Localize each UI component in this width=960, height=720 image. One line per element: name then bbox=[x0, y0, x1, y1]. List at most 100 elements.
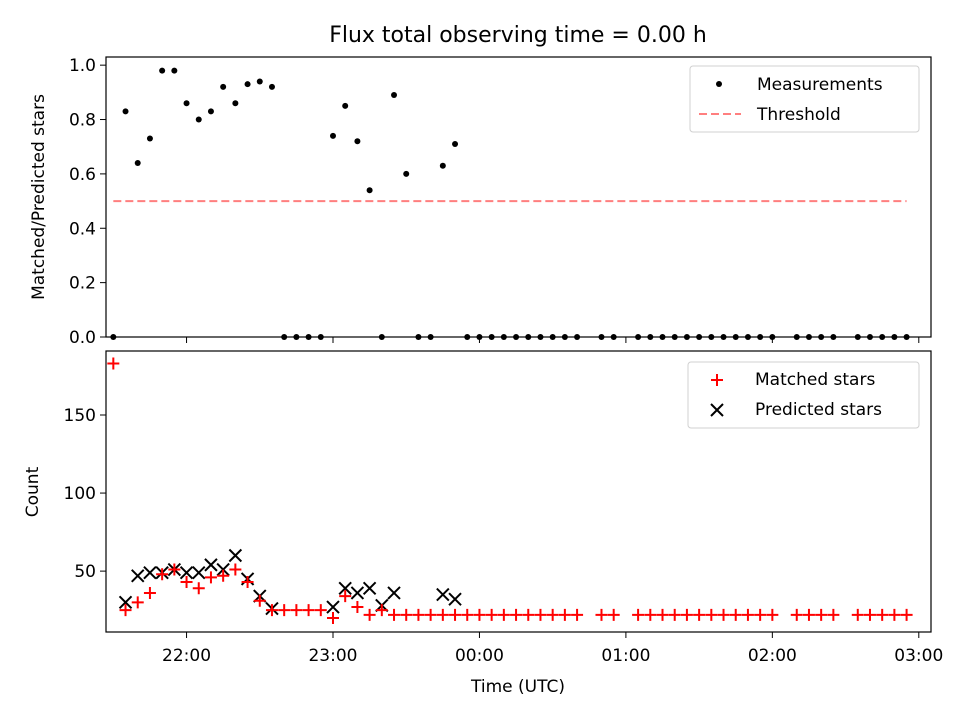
ratio-legend: Measurements Threshold bbox=[689, 65, 920, 133]
matched-star-point bbox=[851, 608, 864, 621]
legend-threshold-label: Threshold bbox=[756, 105, 841, 125]
matched-star-point bbox=[558, 608, 571, 621]
matched-star-point bbox=[449, 608, 462, 621]
predicted-star-point bbox=[118, 595, 133, 610]
counts-legend-box bbox=[687, 361, 920, 429]
matched-star-point bbox=[180, 576, 193, 589]
matched-star-point bbox=[802, 608, 815, 621]
matched-star-point bbox=[278, 604, 291, 617]
measurement-point bbox=[220, 83, 227, 90]
measurement-point bbox=[439, 162, 446, 169]
measurement-point bbox=[268, 83, 275, 90]
counts-y-tick-label: 50 bbox=[74, 562, 96, 582]
measurement-point bbox=[342, 102, 349, 109]
measurement-point bbox=[403, 170, 410, 177]
counts-y-tick-label: 100 bbox=[64, 484, 96, 504]
matched-star-point bbox=[680, 608, 693, 621]
counts-x-tick-label: 23:00 bbox=[308, 646, 357, 666]
matched-star-point bbox=[156, 568, 169, 581]
measurement-point bbox=[122, 108, 129, 115]
counts-y-tick-label: 150 bbox=[64, 406, 96, 426]
matched-star-point bbox=[705, 608, 718, 621]
predicted-star-point bbox=[204, 558, 218, 572]
matched-star-point bbox=[241, 576, 254, 589]
matched-star-point bbox=[143, 586, 156, 599]
measurement-point bbox=[452, 140, 459, 147]
ratio-y-tick-label: 1.0 bbox=[69, 56, 96, 76]
measurement-point bbox=[366, 187, 373, 194]
legend-predicted-marker bbox=[710, 403, 724, 417]
matched-star-point bbox=[790, 608, 803, 621]
measurement-point bbox=[134, 160, 141, 167]
matched-star-point bbox=[217, 569, 230, 582]
ratio-y-tick-label: 0.0 bbox=[69, 328, 96, 348]
ratio-y-tick-label: 0.8 bbox=[69, 111, 96, 131]
ratio-axes: 0.0 0.2 0.4 0.6 0.8 1.0 bbox=[69, 56, 920, 348]
measurement-point bbox=[159, 67, 166, 74]
matched-star-point bbox=[729, 608, 742, 621]
matched-star-point bbox=[253, 594, 266, 607]
measurement-point bbox=[183, 100, 190, 107]
matched-star-point bbox=[473, 608, 486, 621]
measurement-point bbox=[171, 67, 178, 74]
ratio-legend-box bbox=[689, 65, 920, 133]
legend-predicted-label: Predicted stars bbox=[755, 400, 882, 420]
predicted-star-point bbox=[448, 592, 462, 606]
matched-star-point bbox=[497, 608, 510, 621]
measurement-point bbox=[232, 100, 239, 107]
predicted-star-point bbox=[338, 581, 352, 595]
ratio-y-tick-label: 0.4 bbox=[69, 219, 96, 239]
matched-star-point bbox=[876, 608, 889, 621]
measurement-point bbox=[329, 132, 336, 139]
counts-panel: 22:00 23:00 00:00 01:00 02:00 03:00 50 100 150 C… bbox=[23, 350, 944, 697]
counts-x-tick-label: 00:00 bbox=[455, 646, 504, 666]
matched-star-point bbox=[229, 563, 242, 576]
legend-predicted-cross bbox=[710, 403, 724, 417]
matched-star-point bbox=[644, 608, 657, 621]
measurement-point bbox=[207, 108, 214, 115]
matched-star-point bbox=[119, 604, 132, 617]
measurement-point bbox=[354, 138, 361, 145]
matched-star-point bbox=[424, 608, 437, 621]
predicted-star-point bbox=[362, 581, 377, 595]
ratio-y-tick-label: 0.6 bbox=[69, 165, 96, 185]
matched-star-point bbox=[668, 608, 681, 621]
legend-matched-marker bbox=[711, 374, 723, 386]
matched-star-point bbox=[827, 608, 840, 621]
predicted-star-point bbox=[131, 569, 145, 583]
matched-star-point bbox=[571, 608, 584, 621]
matched-star-point bbox=[351, 601, 364, 614]
chart-title: Flux total observing time = 0.00 h bbox=[329, 23, 707, 48]
legend-measurements-dot bbox=[716, 81, 722, 87]
matched-star-point bbox=[522, 608, 535, 621]
predicted-star-point bbox=[179, 565, 194, 580]
matched-star-point bbox=[363, 608, 376, 621]
matched-star-point bbox=[461, 608, 474, 621]
ratio-y-tick-label: 0.2 bbox=[69, 274, 96, 294]
matched-star-point bbox=[888, 608, 901, 621]
matched-star-point bbox=[388, 608, 401, 621]
measurement-point bbox=[195, 116, 202, 123]
matched-star-point bbox=[693, 608, 706, 621]
matched-star-point bbox=[265, 604, 278, 617]
matched-star-point bbox=[131, 596, 144, 609]
matched-star-point bbox=[546, 608, 559, 621]
predicted-star-point bbox=[192, 565, 206, 580]
measurement-point bbox=[244, 81, 251, 88]
matched-star-point bbox=[375, 604, 388, 617]
matched-star-point bbox=[436, 608, 449, 621]
legend-matched-plus bbox=[711, 374, 723, 386]
predicted-star-point bbox=[436, 587, 450, 602]
predicted-star-point bbox=[350, 586, 365, 600]
matched-star-point bbox=[314, 604, 327, 617]
matched-star-point bbox=[863, 608, 876, 621]
predicted-star-point bbox=[326, 600, 340, 614]
counts-panel-frame bbox=[105, 350, 932, 633]
matched-star-point bbox=[656, 608, 669, 621]
counts-axes: 22:00 23:00 00:00 01:00 02:00 03:00 50 100 150 bbox=[64, 406, 944, 666]
matched-star-point bbox=[595, 608, 608, 621]
counts-x-axis-label: Time (UTC) bbox=[470, 677, 565, 697]
counts-legend: Matched stars Predicted stars bbox=[687, 361, 920, 429]
matched-star-point bbox=[510, 608, 523, 621]
